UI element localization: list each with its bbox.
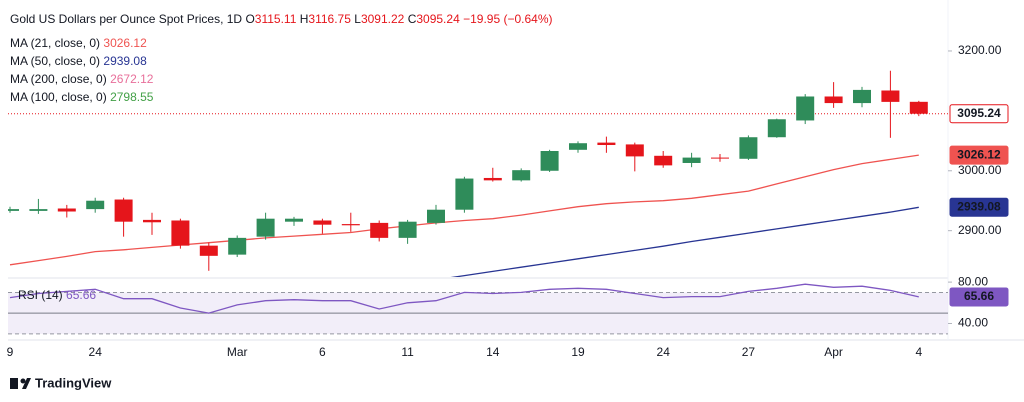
legend-entry: MA (200, close, 0) 2672.12 — [10, 72, 154, 86]
rsi-line — [9, 283, 919, 314]
candle-body — [29, 209, 48, 211]
candle-body — [654, 155, 673, 166]
legend-name: MA (50, close, 0) — [10, 54, 100, 68]
header-key: C — [408, 12, 417, 26]
candle-body — [285, 218, 303, 222]
rsi-legend-name: RSI (14) — [18, 288, 63, 302]
ma-badge-bg — [949, 197, 1009, 217]
candle-body — [57, 208, 76, 212]
legend-value: 2939.08 — [103, 54, 147, 68]
rsi-badge: 65.66 — [964, 289, 994, 303]
legend-name: MA (21, close, 0) — [10, 36, 100, 50]
moving-average-line — [450, 206, 919, 277]
x-tick-label: 11 — [401, 345, 414, 359]
candle-body — [114, 199, 133, 222]
candle-body — [881, 90, 900, 102]
header: Gold US Dollars per Ounce Spot Prices, 1… — [10, 12, 553, 26]
x-tick-label: 4 — [915, 345, 922, 359]
title: Gold US Dollars per Ounce Spot Prices, 1… — [10, 12, 242, 26]
candle-body — [540, 151, 559, 171]
rsi-tick-label: 40.00 — [958, 316, 988, 330]
candle-body — [597, 142, 616, 146]
x-tick-label: Apr — [824, 345, 843, 359]
candle-body — [853, 89, 871, 104]
x-tick-label: 24 — [657, 345, 671, 359]
x-tick-label: 9 — [7, 345, 14, 359]
rsi-tick-label: 80.00 — [958, 274, 988, 288]
x-tick-label: 14 — [486, 345, 500, 359]
y-tick-label: 3200.00 — [958, 43, 1002, 57]
candle-body — [796, 96, 815, 121]
price-pane — [8, 70, 948, 277]
candle-body — [569, 143, 587, 150]
candle-body — [341, 224, 360, 226]
header-key: L — [354, 12, 361, 26]
candle-body — [512, 170, 531, 181]
candle-body — [824, 96, 843, 104]
last-price-badge: 3095.24 — [957, 106, 1001, 120]
y-tick-label: 2900.00 — [958, 223, 1002, 237]
candle-body — [427, 209, 445, 223]
header-key: H — [300, 12, 309, 26]
moving-average-line — [9, 154, 919, 266]
header-change: −19.95 (−0.64%) — [463, 12, 552, 26]
candle-body — [313, 220, 332, 225]
header-close: 3095.24 — [416, 12, 460, 26]
candle-body — [199, 245, 218, 256]
rsi-legend-value: 65.66 — [66, 288, 96, 302]
legend-entry: MA (100, close, 0) 2798.55 — [10, 90, 154, 104]
rsi-pane — [9, 283, 919, 314]
x-tick-label: 27 — [742, 345, 756, 359]
header-high: 3116.75 — [308, 12, 351, 26]
candle-body — [455, 178, 474, 210]
rsi-badge-bg — [949, 287, 1009, 307]
candle-body — [171, 220, 190, 246]
header-low: 3091.22 — [361, 12, 405, 26]
x-tick-label: 19 — [571, 345, 585, 359]
ma-badge: 2939.08 — [957, 199, 1001, 213]
legend-entry: MA (50, close, 0) 2939.08 — [10, 54, 147, 68]
y-tick-label: 3000.00 — [958, 163, 1002, 177]
ma-badge-bg — [949, 145, 1009, 165]
candle-body — [909, 101, 928, 114]
candle-body — [370, 222, 389, 238]
legend-entry: MA (21, close, 0) 3026.12 — [10, 36, 147, 50]
header-open: 3115.11 — [255, 12, 297, 26]
x-tick-label: Mar — [227, 345, 248, 359]
legend-value: 2798.55 — [110, 90, 154, 104]
candle-body — [767, 119, 786, 138]
candle-body — [483, 177, 502, 181]
legend-name: MA (200, close, 0) — [10, 72, 107, 86]
x-tick-label: 24 — [89, 345, 103, 359]
footer-brand: TradingView — [35, 375, 112, 390]
legend-name: MA (100, close, 0) — [10, 90, 107, 104]
legend-value: 2672.12 — [110, 72, 154, 86]
legend-value: 3026.12 — [103, 36, 147, 50]
logo — [10, 378, 31, 389]
candle-body — [143, 219, 161, 223]
candle-body — [256, 218, 275, 237]
ma-badge: 3026.12 — [957, 147, 1001, 161]
candle-body — [228, 237, 247, 255]
candle-body — [625, 144, 644, 157]
header-key: O — [245, 12, 254, 26]
last-price-badge-bg — [949, 104, 1009, 124]
candle-body — [711, 157, 729, 159]
candle-body — [398, 221, 417, 238]
candle-body — [682, 157, 701, 163]
rsi-legend: RSI (14) 65.66 — [18, 288, 96, 302]
candle-body — [8, 209, 19, 211]
candle-body — [86, 200, 105, 210]
x-tick-label: 6 — [319, 345, 326, 359]
candle-body — [739, 137, 758, 159]
